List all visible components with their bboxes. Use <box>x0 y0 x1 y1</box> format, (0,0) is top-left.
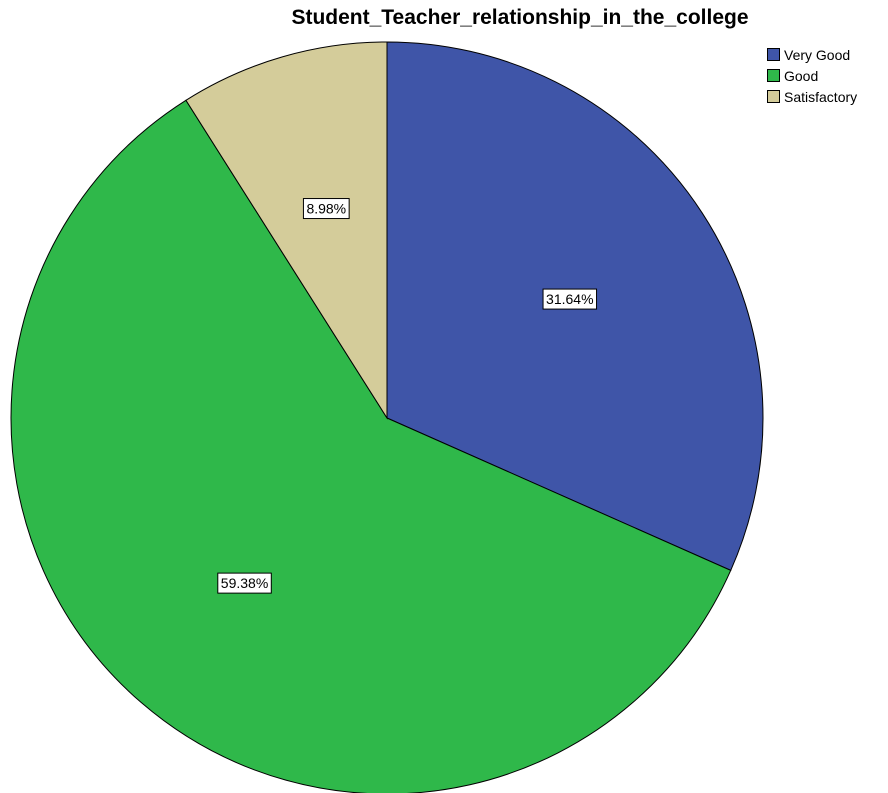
data-label-text-good: 59.38% <box>221 575 268 591</box>
data-label-text-very-good: 31.64% <box>546 291 593 307</box>
legend: Very Good Good Satisfactory <box>767 44 857 107</box>
legend-label-satisfactory: Satisfactory <box>784 88 858 105</box>
legend-swatch-good <box>767 69 780 82</box>
legend-label-good: Good <box>784 67 819 84</box>
pie-data-labels: 31.64% 59.38% 8.98% <box>217 198 598 594</box>
legend-item-good: Good <box>767 65 857 86</box>
legend-swatch-very-good <box>767 48 780 61</box>
data-label-satisfactory: 8.98% <box>302 198 350 220</box>
data-label-box-good <box>217 572 272 594</box>
pie-slice-satisfactory <box>185 41 388 420</box>
data-label-very-good: 31.64% <box>542 288 598 310</box>
legend-item-very-good: Very Good <box>767 44 857 65</box>
legend-label-very-good: Very Good <box>784 46 851 63</box>
data-label-box-very-good <box>542 288 598 310</box>
data-label-text-satisfactory: 8.98% <box>306 201 346 217</box>
pie-slice-good <box>10 99 732 793</box>
legend-item-satisfactory: Satisfactory <box>767 86 857 107</box>
legend-swatch-satisfactory <box>767 90 780 103</box>
chart-title: Student_Teacher_relationship_in_the_coll… <box>291 6 749 29</box>
data-label-box-satisfactory <box>302 198 350 220</box>
pie-slices <box>10 41 764 793</box>
data-label-good: 59.38% <box>217 572 272 594</box>
